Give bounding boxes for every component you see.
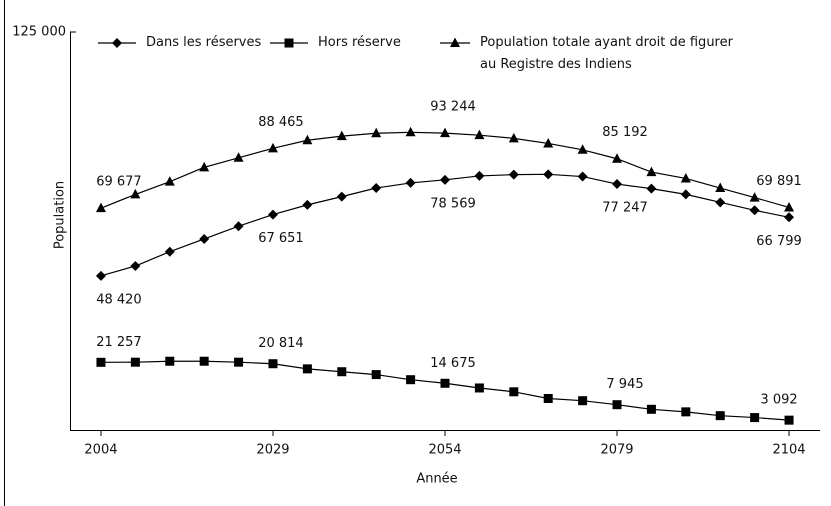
point	[715, 197, 726, 208]
point	[405, 126, 416, 137]
value-label: 67 651	[258, 231, 304, 246]
point	[268, 359, 278, 369]
x-tick-label: 2079	[600, 443, 633, 458]
point	[130, 261, 141, 272]
x-tick-label: 2104	[772, 443, 805, 458]
point	[508, 132, 519, 143]
point	[302, 199, 313, 210]
point	[784, 201, 795, 212]
point	[164, 246, 175, 257]
point	[612, 179, 623, 190]
point	[577, 144, 588, 154]
value-label: 20 814	[258, 336, 304, 351]
point	[95, 270, 106, 281]
y-axis-label: Population	[53, 181, 68, 249]
point	[371, 370, 381, 380]
point	[715, 411, 725, 421]
value-label: 14 675	[430, 356, 476, 371]
point	[267, 142, 278, 153]
value-label: 21 257	[96, 335, 142, 350]
point	[474, 383, 484, 393]
point	[508, 169, 519, 180]
point	[509, 387, 519, 397]
point	[578, 396, 588, 406]
value-label: 85 192	[602, 125, 648, 140]
point	[612, 153, 623, 163]
point	[646, 166, 657, 177]
value-label: 48 420	[96, 292, 142, 307]
point	[130, 357, 140, 367]
point	[199, 233, 210, 244]
value-label: 93 244	[430, 100, 476, 115]
point	[715, 182, 726, 193]
point	[680, 189, 691, 200]
value-label: 77 247	[602, 201, 648, 216]
x-tick-label: 2004	[84, 443, 117, 458]
point	[199, 161, 210, 172]
value-label: 66 799	[756, 234, 802, 249]
point	[749, 192, 760, 202]
point	[543, 137, 554, 148]
point	[577, 171, 588, 182]
y-tick-label: 125 000	[12, 25, 66, 40]
point	[405, 177, 416, 188]
value-label: 69 677	[96, 175, 142, 190]
value-label: 3 092	[760, 393, 797, 408]
point	[612, 400, 622, 410]
point	[474, 170, 485, 181]
point	[267, 209, 278, 220]
x-tick-label: 2029	[256, 443, 289, 458]
value-label: 88 465	[258, 115, 304, 130]
point	[302, 364, 312, 374]
point	[302, 134, 313, 145]
point	[440, 378, 450, 388]
point	[96, 357, 106, 367]
value-label: 7 945	[606, 377, 643, 392]
value-label: 78 569	[430, 196, 476, 211]
point	[371, 127, 382, 138]
point	[130, 188, 141, 199]
point	[440, 174, 450, 185]
x-axis-label: Année	[416, 472, 457, 487]
point	[234, 357, 244, 367]
point	[371, 183, 382, 194]
point	[95, 202, 106, 213]
point	[749, 205, 760, 216]
point	[406, 375, 416, 385]
point	[233, 152, 244, 162]
point	[784, 212, 795, 223]
point	[199, 356, 209, 366]
point	[784, 415, 794, 425]
point	[681, 407, 691, 417]
point	[337, 367, 347, 377]
point	[543, 169, 554, 180]
point	[164, 176, 175, 186]
point	[680, 172, 691, 183]
value-label: 69 891	[756, 174, 802, 189]
point	[440, 127, 450, 138]
point	[646, 404, 656, 414]
point	[233, 221, 244, 232]
point	[336, 191, 347, 202]
point	[750, 413, 760, 423]
point	[474, 129, 485, 140]
x-tick-label: 2054	[428, 443, 461, 458]
point	[165, 356, 175, 366]
point	[646, 183, 657, 194]
point	[336, 130, 347, 141]
point	[543, 393, 553, 403]
